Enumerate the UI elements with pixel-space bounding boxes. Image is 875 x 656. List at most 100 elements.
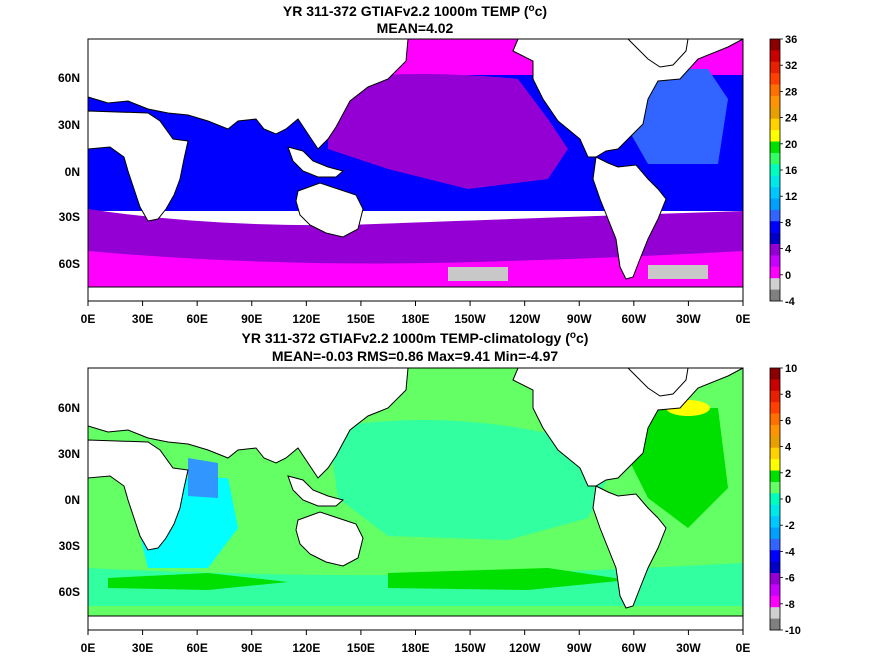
lat-label: 30S — [59, 210, 80, 224]
lon-label: 90E — [241, 641, 262, 655]
colorbar-swatch — [770, 390, 780, 403]
lon-label: 120E — [292, 641, 320, 655]
colorbar-label: 4 — [785, 244, 792, 256]
colorbar-label: -2 — [785, 520, 795, 532]
field-weddell-ice — [648, 265, 708, 279]
colorbar-swatch — [770, 278, 780, 290]
colorbar-label: 16 — [785, 165, 797, 177]
lon-label: 120W — [509, 312, 541, 326]
colorbar-swatch — [770, 550, 780, 562]
colorbar-swatch — [770, 141, 780, 154]
lat-label: 30N — [58, 118, 80, 132]
lon-label: 60E — [186, 641, 207, 655]
panel-top: YR 311-372 GTIAFv2.2 1000m TEMP (oc) MEA… — [58, 3, 798, 326]
colorbar-swatch — [770, 130, 780, 142]
lat-label: 30N — [58, 447, 80, 461]
lon-label: 60E — [186, 312, 207, 326]
colorbar-label: 2 — [785, 468, 791, 480]
colorbar-label: 0 — [785, 494, 791, 506]
colorbar-label: 6 — [785, 415, 791, 427]
colorbar-swatch — [770, 573, 780, 585]
field-pacific-violet — [328, 74, 568, 189]
colorbar-label: -6 — [785, 573, 795, 585]
colorbar-swatch — [770, 402, 780, 414]
lon-label: 30W — [676, 312, 701, 326]
lat-axis-bottom: 60N 30N 0N 30S 60S — [58, 401, 80, 599]
lon-label: 180E — [401, 312, 429, 326]
colorbar-label: 20 — [785, 139, 797, 151]
field-pacific-aqua — [328, 420, 608, 540]
colorbar-swatch — [770, 61, 780, 74]
colorbar-swatch — [770, 50, 780, 63]
field-southern-magenta — [88, 251, 743, 287]
colorbar-label: -4 — [785, 546, 796, 558]
colorbar-swatch — [770, 198, 780, 211]
lon-label: 150W — [454, 641, 486, 655]
lat-label: 60S — [59, 257, 80, 271]
colorbar-swatch — [770, 516, 780, 528]
lon-axis-top: 0E 30E 60E 90E 120E 150E 180E 150W 120W 90W 60W 30W… — [81, 301, 751, 326]
map-top — [87, 38, 744, 302]
lon-label: 150E — [347, 312, 375, 326]
colorbar-label: -4 — [785, 296, 796, 308]
colorbar-swatch — [770, 152, 780, 165]
colorbar-label: 4 — [785, 442, 792, 454]
colorbar-swatch — [770, 221, 780, 233]
colorbar-swatch — [770, 39, 780, 51]
lon-label: 0E — [81, 312, 96, 326]
colorbar-label: 32 — [785, 60, 797, 72]
colorbar-swatch — [770, 584, 780, 597]
colorbar-label: 8 — [785, 217, 791, 229]
colorbar-swatch — [770, 187, 780, 199]
colorbar-swatch — [770, 493, 780, 505]
colorbar-swatch — [770, 266, 780, 279]
colorbar-label: 10 — [785, 363, 797, 375]
colorbar-label: 36 — [785, 34, 797, 46]
panel-top-title-line1: YR 311-372 GTIAFv2.2 1000m TEMP (oc) — [283, 3, 547, 19]
colorbar-swatch — [770, 424, 780, 437]
lon-label: 60W — [621, 641, 646, 655]
colorbar-label: -8 — [785, 599, 795, 611]
colorbar-swatch — [770, 175, 780, 188]
colorbar-label: 8 — [785, 389, 791, 401]
colorbar-swatch — [770, 107, 780, 120]
map-bottom — [87, 367, 744, 631]
colorbar-swatch — [770, 244, 780, 256]
colorbar-swatch — [770, 368, 780, 380]
lat-label: 0N — [65, 493, 80, 507]
colorbar-label: 28 — [785, 86, 797, 98]
lon-label: 30W — [676, 641, 701, 655]
colorbar-top: 36 32 28 24 20 16 12 8 4 0 -4 — [769, 34, 798, 308]
colorbar-swatch — [770, 436, 780, 449]
colorbar-swatch — [770, 595, 780, 608]
colorbar-swatch — [770, 527, 780, 540]
colorbar-swatch — [770, 255, 780, 268]
lat-label: 60N — [58, 401, 80, 415]
colorbar-swatch — [770, 73, 780, 85]
lat-label: 0N — [65, 165, 80, 179]
lon-label: 90W — [567, 641, 592, 655]
lon-label: 0E — [736, 641, 751, 655]
colorbar-swatch — [770, 459, 780, 471]
colorbar-swatch — [770, 118, 780, 131]
lon-label: 180E — [401, 641, 429, 655]
colorbar-swatch — [770, 209, 780, 222]
lon-label: 60W — [621, 312, 646, 326]
colorbar-swatch — [770, 504, 780, 517]
colorbar-swatch — [770, 232, 780, 245]
colorbar-label: 12 — [785, 191, 797, 203]
lon-label: 150E — [347, 641, 375, 655]
colorbar-swatch — [770, 538, 780, 551]
colorbar-swatch — [770, 379, 780, 392]
colorbar-label: 24 — [785, 113, 798, 125]
colorbar-swatch — [770, 470, 780, 483]
panel-bottom-title-line2: MEAN=-0.03 RMS=0.86 Max=9.41 Min=-4.97 — [272, 348, 559, 364]
colorbar-label: 0 — [785, 270, 791, 282]
lon-label: 120W — [509, 641, 541, 655]
colorbar-swatch — [770, 289, 780, 302]
lon-label: 0E — [736, 312, 751, 326]
lon-axis-bottom: 0E 30E 60E 90E 120E 150E 180E 150W 120W 90W 60W 30W… — [81, 630, 751, 655]
lon-label: 30E — [132, 641, 153, 655]
lat-label: 30S — [59, 539, 80, 553]
